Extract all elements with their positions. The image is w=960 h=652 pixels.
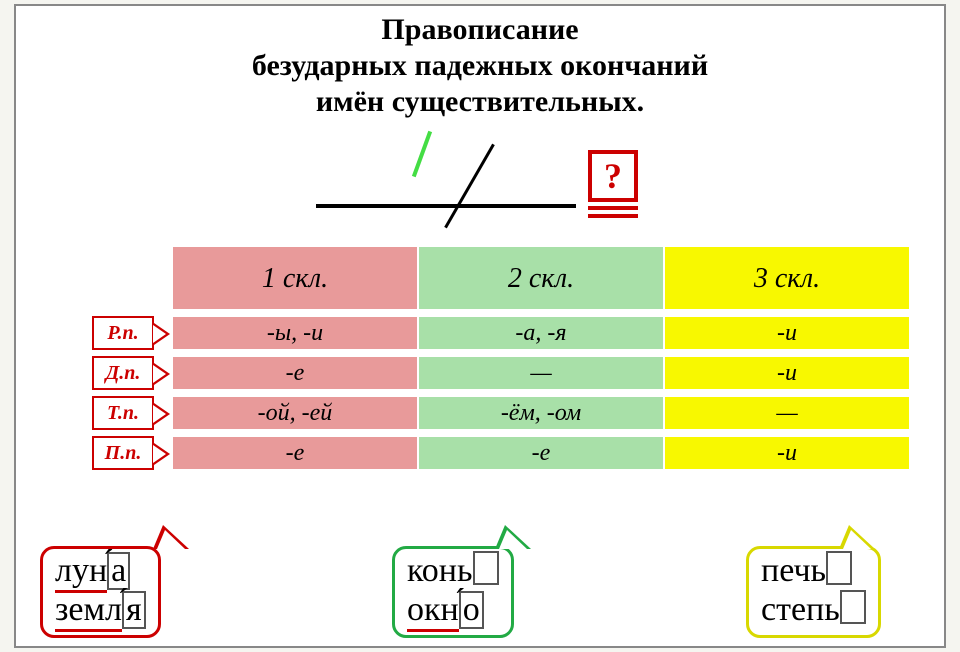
title-block: Правописание безударных падежных окончан… (16, 12, 944, 120)
callout-tail-icon (839, 525, 875, 549)
row-genitive: Р.п. -ы, -и -а, -я -и (92, 316, 910, 350)
example-step: степь (761, 590, 866, 629)
ending: а (107, 552, 130, 590)
cell-p-2: -е (418, 436, 664, 470)
header-decl-2: 2 скл. (418, 246, 664, 310)
ending-empty-box (826, 551, 852, 585)
ending: о (459, 591, 484, 629)
stem: печь (761, 552, 826, 589)
cell-r-1: -ы, -и (172, 316, 418, 350)
slide-frame: Правописание безударных падежных окончан… (14, 4, 946, 648)
cell-p-3: -и (664, 436, 910, 470)
question-box: ? (588, 150, 638, 202)
row-dative: Д.п. -е — -и (92, 356, 910, 390)
cell-d-2: — (418, 356, 664, 390)
cell-r-3: -и (664, 316, 910, 350)
green-slash (412, 131, 432, 177)
callout-decl-3: печь степь (746, 546, 881, 638)
example-kon: конь (407, 551, 499, 590)
title-line-3: имён существительных. (16, 84, 944, 120)
case-tag-d: Д.п. (92, 356, 154, 390)
stem: земл (55, 591, 122, 632)
example-zemlya: земля (55, 590, 146, 629)
row-prepositional: П.п. -е -е -и (92, 436, 910, 470)
ending-empty-box (840, 590, 866, 624)
stem: степь (761, 591, 840, 628)
stem: лун (55, 552, 107, 593)
example-okno: окно (407, 590, 499, 629)
callout-decl-2: конь окно (392, 546, 514, 638)
cell-p-1: -е (172, 436, 418, 470)
cell-d-3: -и (664, 356, 910, 390)
callout-tail-icon (153, 525, 189, 549)
header-row: 1 скл. 2 скл. 3 скл. (172, 246, 910, 310)
case-tag-p: П.п. (92, 436, 154, 470)
stem: конь (407, 552, 473, 589)
case-tag-r: Р.п. (92, 316, 154, 350)
example-pech: печь (761, 551, 866, 590)
callout-decl-1: луна земля (40, 546, 161, 638)
ending: я (122, 591, 146, 629)
question-underline-1 (588, 206, 638, 210)
black-slash (444, 144, 495, 229)
cell-t-1: -ой, -ей (172, 396, 418, 430)
endings-table: 1 скл. 2 скл. 3 скл. Р.п. -ы, -и -а, -я … (92, 246, 910, 470)
header-decl-3: 3 скл. (664, 246, 910, 310)
cell-t-2: -ём, -ом (418, 396, 664, 430)
baseline (316, 204, 576, 208)
row-instrumental: Т.п. -ой, -ей -ём, -ом — (92, 396, 910, 430)
sentence-diagram: ? (316, 132, 656, 232)
stem: окн (407, 591, 459, 632)
title-line-2: безударных падежных окончаний (16, 48, 944, 84)
title-line-1: Правописание (16, 12, 944, 48)
example-luna: луна (55, 551, 146, 590)
header-decl-1: 1 скл. (172, 246, 418, 310)
question-underline-2 (588, 214, 638, 218)
cell-d-1: -е (172, 356, 418, 390)
callout-tail-icon (495, 525, 531, 549)
ending-empty-box (473, 551, 499, 585)
cell-t-3: — (664, 396, 910, 430)
cell-r-2: -а, -я (418, 316, 664, 350)
case-tag-t: Т.п. (92, 396, 154, 430)
